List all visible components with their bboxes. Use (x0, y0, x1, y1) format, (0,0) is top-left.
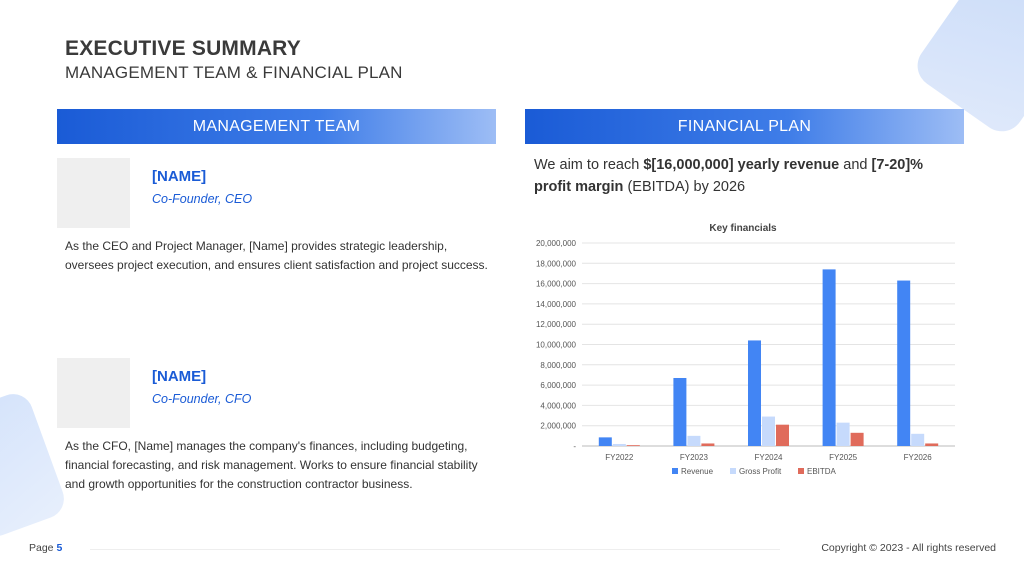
x-tick-label: FY2023 (680, 453, 709, 462)
y-tick-label: 14,000,000 (536, 300, 577, 309)
y-tick-label: 6,000,000 (540, 381, 576, 390)
page-title: EXECUTIVE SUMMARY (65, 37, 301, 60)
y-tick-label: 8,000,000 (540, 361, 576, 370)
y-tick-label: 20,000,000 (536, 239, 577, 248)
legend-label: EBITDA (807, 467, 837, 476)
y-tick-label: 18,000,000 (536, 259, 577, 268)
legend-swatch (798, 468, 804, 474)
y-tick-label: 4,000,000 (540, 401, 576, 410)
management-team-heading: MANAGEMENT TEAM (57, 109, 496, 144)
financial-goal-revenue: $[16,000,000] yearly revenue (643, 157, 840, 173)
key-financials-chart-svg: Key financials 20,000,000 18,000,000 16,00… (536, 223, 955, 476)
chart-title: Key financials (709, 223, 777, 234)
key-financials-chart: Key financials 20,000,000 18,000,000 16,00… (525, 216, 965, 486)
bar-revenue (897, 280, 911, 446)
bar-revenue (748, 340, 761, 446)
bar-gross-profit (612, 443, 626, 446)
ceo-name: [NAME] (152, 168, 207, 185)
ceo-photo-placeholder (57, 158, 130, 228)
bar-ebitda (626, 445, 640, 446)
bar-ebitda (925, 443, 939, 446)
cfo-photo-placeholder (57, 358, 130, 428)
bar-gross-profit (911, 433, 925, 446)
bar-gross-profit (762, 416, 775, 446)
copyright-text: Copyright © 2023 - All rights reserved (821, 542, 996, 554)
y-tick-label: - (573, 442, 576, 451)
bar-revenue (822, 269, 836, 446)
cfo-role: Co-Founder, CFO (152, 392, 252, 406)
bar-ebitda (850, 432, 864, 446)
page-number: Page 5 (29, 542, 62, 554)
footer-divider (90, 549, 780, 550)
x-tick-label: FY2026 (904, 453, 933, 462)
financial-goal-part-5: (EBITDA) by 2026 (623, 179, 746, 195)
financial-goal-part-3: and (839, 157, 872, 173)
legend-label: Gross Profit (739, 467, 782, 476)
bar-ebitda (776, 424, 789, 446)
page-label: Page (29, 542, 54, 554)
cfo-name: [NAME] (152, 368, 207, 385)
y-tick-label: 10,000,000 (536, 341, 577, 350)
financial-goal-margin: [7-20]% profit margin (534, 157, 924, 195)
y-tick-label: 12,000,000 (536, 320, 577, 329)
cfo-description: As the CFO, [Name] manages the company's… (65, 439, 478, 491)
financial-plan-heading-label: FINANCIAL PLAN (677, 117, 812, 135)
x-tick-label: FY2024 (754, 453, 783, 462)
x-tick-label: FY2025 (829, 453, 858, 462)
y-tick-label: 2,000,000 (540, 422, 576, 431)
financial-plan-heading: FINANCIAL PLAN (525, 109, 964, 144)
page-number-value: 5 (56, 542, 63, 554)
management-team-heading-label: MANAGEMENT TEAM (192, 117, 361, 135)
legend-label: Revenue (681, 467, 714, 476)
ceo-description: As the CEO and Project Manager, [Name] p… (65, 239, 488, 272)
bar-gross-profit (836, 422, 850, 446)
bar-ebitda (701, 443, 715, 446)
page-subtitle: MANAGEMENT TEAM & FINANCIAL PLAN (65, 63, 403, 82)
bar-revenue (598, 437, 612, 446)
legend-swatch (730, 468, 736, 474)
y-tick-label: 16,000,000 (536, 280, 577, 289)
legend-swatch (672, 468, 678, 474)
ceo-role: Co-Founder, CEO (152, 192, 253, 206)
bar-revenue (673, 377, 687, 446)
x-tick-label: FY2022 (605, 453, 634, 462)
bar-gross-profit (687, 435, 701, 446)
financial-goal-part-1: We aim to reach (534, 157, 644, 173)
financial-goal-text: We aim to reach $[16,000,000] yearly rev… (534, 154, 954, 198)
